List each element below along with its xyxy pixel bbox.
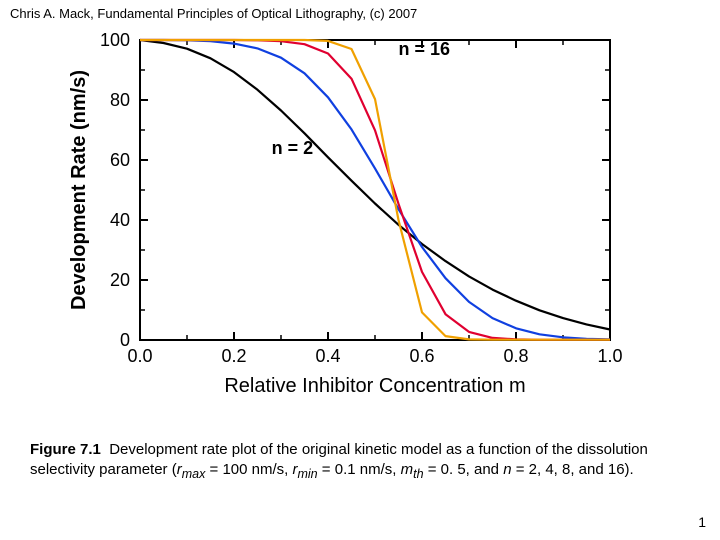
svg-text:0.8: 0.8 [503,346,528,366]
svg-text:n = 2: n = 2 [272,138,314,158]
caption-prefix: Figure 7.1 [30,441,101,458]
page-number: 1 [698,514,706,530]
figure-caption: Figure 7.1 Development rate plot of the … [30,440,690,483]
svg-text:0: 0 [120,330,130,350]
svg-text:0.2: 0.2 [221,346,246,366]
header-text: Chris A. Mack, Fundamental Principles of… [10,6,417,21]
svg-text:Development Rate (nm/s): Development Rate (nm/s) [68,70,90,310]
svg-text:1.0: 1.0 [597,346,622,366]
svg-text:0.6: 0.6 [409,346,434,366]
development-rate-chart: 0.0 0.2 0.4 0.6 0.8 1.0 0 20 40 60 80 100 Relative I… [60,30,660,410]
svg-text:100: 100 [100,30,130,50]
svg-text:40: 40 [110,210,130,230]
svg-text:Relative Inhibitor Concentrati: Relative Inhibitor Concentration m [224,375,525,397]
svg-text:80: 80 [110,90,130,110]
svg-text:n = 16: n = 16 [399,39,451,59]
chart-container: 0.0 0.2 0.4 0.6 0.8 1.0 0 20 40 60 80 100 Relative I… [60,30,660,410]
svg-text:60: 60 [110,150,130,170]
page-header: Chris A. Mack, Fundamental Principles of… [10,6,417,21]
svg-text:20: 20 [110,270,130,290]
svg-text:0.4: 0.4 [315,346,340,366]
svg-text:0.0: 0.0 [127,346,152,366]
